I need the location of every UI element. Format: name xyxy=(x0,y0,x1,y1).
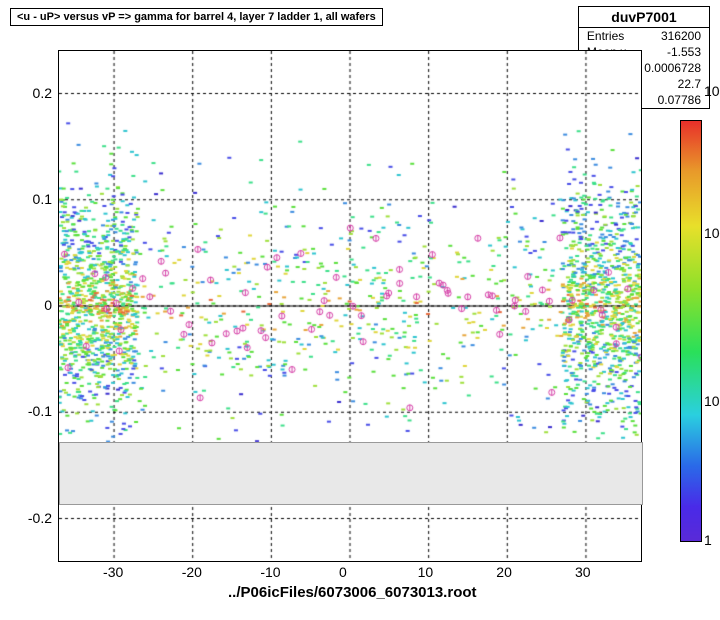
stats-name: duvP7001 xyxy=(579,7,709,28)
y-tick-label: -0.1 xyxy=(28,403,52,419)
x-axis-filename: ../P06icFiles/6073006_6073013.root xyxy=(228,584,477,601)
x-tick-label: -20 xyxy=(182,564,202,580)
stats-value: 0.07786 xyxy=(658,93,701,107)
stats-value: 22.7 xyxy=(678,77,701,91)
y-tick-label: -0.2 xyxy=(28,510,52,526)
plot-title: <u - uP> versus vP => gamma for barrel 4… xyxy=(10,8,383,26)
x-tick-label: 0 xyxy=(339,564,347,580)
colorbar-tick-label: 10 xyxy=(704,393,720,409)
stats-label: Entries xyxy=(587,29,624,43)
figure-container: <u - uP> versus vP => gamma for barrel 4… xyxy=(0,0,720,620)
y-tick-label: 0.1 xyxy=(33,191,52,207)
y-tick-label: 0 xyxy=(44,297,52,313)
x-tick-label: 30 xyxy=(575,564,591,580)
x-tick-label: -10 xyxy=(260,564,280,580)
stats-value: 316200 xyxy=(661,29,701,43)
stats-row: Entries 316200 xyxy=(579,28,709,44)
x-tick-label: 20 xyxy=(496,564,512,580)
gray-band xyxy=(59,442,643,505)
colorbar xyxy=(680,120,702,542)
colorbar-tick-label: 1 xyxy=(704,532,712,548)
stats-value: -1.553 xyxy=(667,45,701,59)
plot-area xyxy=(58,50,642,562)
y-tick-label: 0.2 xyxy=(33,85,52,101)
colorbar-tick-label: 10² xyxy=(704,225,720,241)
colorbar-tick-label: 10³ xyxy=(704,83,720,99)
stats-value: 0.0006728 xyxy=(644,61,701,75)
x-tick-label: -30 xyxy=(103,564,123,580)
x-tick-label: 10 xyxy=(418,564,434,580)
